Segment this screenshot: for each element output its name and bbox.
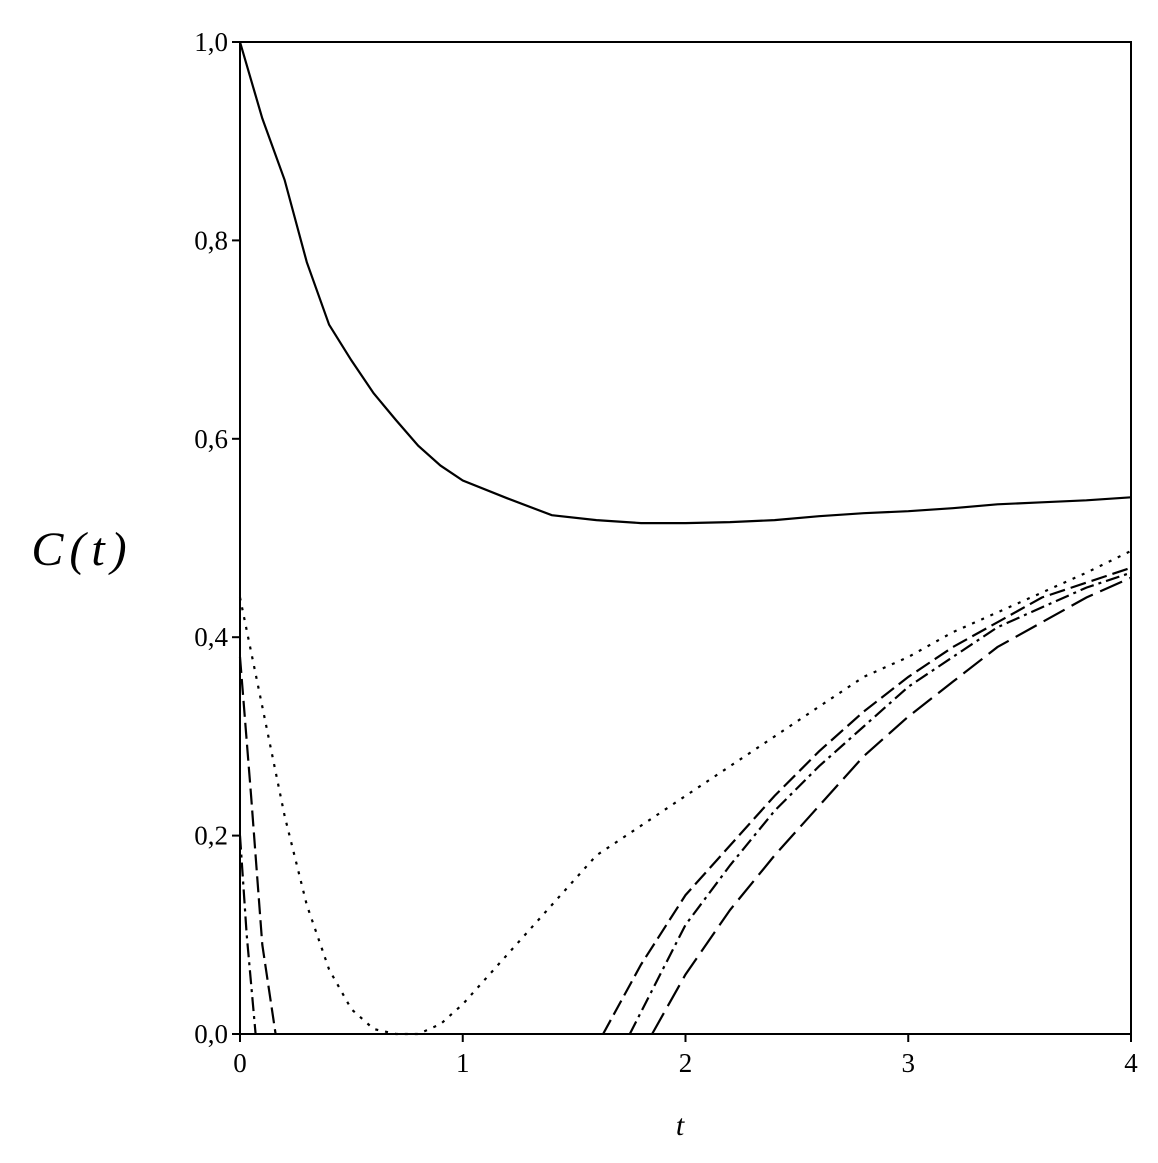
y-axis-label: C(t) (31, 523, 132, 576)
x-tick-label: 3 (902, 1048, 916, 1078)
y-tick-label: 0,4 (194, 622, 228, 652)
series-line (651, 576, 1132, 1035)
series-line (238, 571, 1132, 1035)
y-tick-label: 0,8 (194, 225, 228, 255)
y-tick-label: 0,0 (194, 1019, 228, 1049)
series-line (238, 549, 1132, 1036)
x-axis-label: t (676, 1109, 685, 1142)
y-tick-label: 0,2 (194, 821, 228, 851)
plot-frame (239, 41, 1132, 1035)
x-tick-label: 2 (679, 1048, 693, 1078)
series-line (238, 41, 1132, 525)
y-tick-label: 1,0 (194, 27, 228, 57)
series-line (238, 566, 1132, 1035)
x-tick-label: 1 (456, 1048, 470, 1078)
x-tick-label: 0 (233, 1048, 247, 1078)
x-tick-label: 4 (1124, 1048, 1138, 1078)
y-tick-label: 0,6 (194, 424, 228, 454)
